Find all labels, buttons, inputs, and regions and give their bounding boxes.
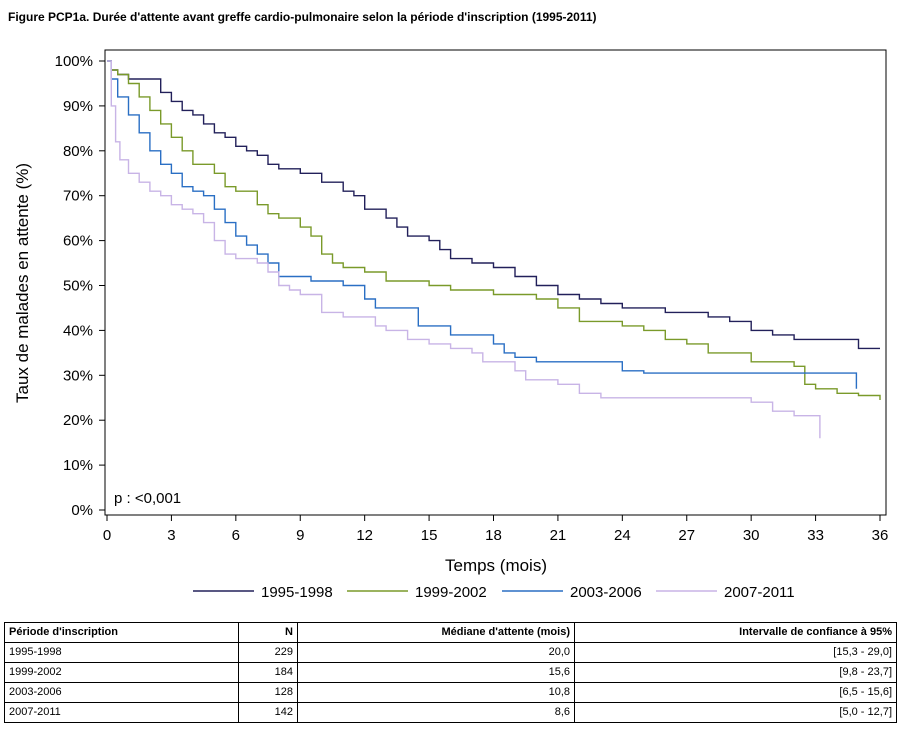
x-tick-label: 3 [167,527,175,544]
cell-periode: 2003-2006 [4,682,239,703]
cell-periode: 1995-1998 [4,642,239,663]
header-mediane: Médiane d'attente (mois) [297,622,575,643]
x-tick-label: 0 [103,527,111,544]
cell-n: 229 [238,642,298,663]
y-tick-label: 90% [63,98,93,115]
series-line-2007-2011 [107,60,821,439]
cell-mediane: 15,6 [297,662,575,683]
x-tick-label: 33 [807,527,824,544]
cell-n: 128 [238,682,298,703]
series-layer [107,60,881,439]
x-tick-label: 15 [421,527,438,544]
y-tick-label: 50% [63,278,93,295]
header-intervalle: Intervalle de confiance à 95% [574,622,897,643]
x-tick-label: 36 [872,527,889,544]
header-periode: Période d'inscription [4,622,239,643]
legend-label: 2003-2006 [570,584,642,601]
y-tick-label: 0% [71,502,93,519]
table-row: 2007-2011 142 8,6 [5,0 - 12,7] [4,702,897,723]
x-tick-label: 9 [296,527,304,544]
table-row: 1995-1998 229 20,0 [15,3 - 29,0] [4,642,897,663]
plot-frame [104,49,887,516]
y-tick-label: 20% [63,412,93,429]
cell-periode: 2007-2011 [4,702,239,723]
cell-n: 184 [238,662,298,683]
cell-intervalle: [15,3 - 29,0] [574,642,897,663]
x-tick-label: 6 [232,527,240,544]
figure-title: Figure PCP1a. Durée d'attente avant gref… [8,10,597,24]
x-axis: 0 3 6 9 12 15 18 21 24 27 30 33 36 [103,515,889,544]
y-tick-label: 80% [63,143,93,160]
x-tick-label: 30 [743,527,760,544]
x-tick-label: 12 [356,527,373,544]
cell-periode: 1999-2002 [4,662,239,683]
y-tick-label: 70% [63,188,93,205]
cell-mediane: 10,8 [297,682,575,703]
series-line-1999-2002 [107,60,881,400]
legend-label: 2007-2011 [724,584,795,601]
series-line-1995-1998 [107,60,880,350]
x-tick-label: 21 [550,527,567,544]
table-row: 2003-2006 128 10,8 [6,5 - 15,6] [4,682,897,703]
y-axis-label: Taux de malades en attente (%) [13,163,32,403]
cell-mediane: 20,0 [297,642,575,663]
summary-table: Période d'inscription N Médiane d'attent… [4,622,897,723]
y-axis: 0% 10% 20% 30% 40% 50% 60% 70% 80% 90% 100% [55,53,105,519]
y-tick-label: 100% [55,53,93,70]
y-tick-label: 40% [63,322,93,339]
x-tick-label: 18 [485,527,502,544]
cell-intervalle: [6,5 - 15,6] [574,682,897,703]
table-row: 1999-2002 184 15,6 [9,8 - 23,7] [4,662,897,683]
cell-intervalle: [9,8 - 23,7] [574,662,897,683]
cell-n: 142 [238,702,298,723]
survival-chart: 0%10%20%30%40%50%60%70%80%90%100% 0 3 6 9 12… [13,49,889,601]
series-line-2003-2006 [107,60,858,389]
cell-mediane: 8,6 [297,702,575,723]
y-tick-label: 30% [63,367,93,384]
legend: 1995-1998 1999-2002 2003-2006 2007-2011 [193,584,795,601]
legend-label: 1995-1998 [261,584,333,601]
x-tick-label: 24 [614,527,631,544]
x-tick-label: 27 [678,527,695,544]
header-n: N [238,622,298,643]
x-axis-label: Temps (mois) [445,556,547,575]
p-value-annotation: p : <0,001 [114,490,181,507]
table-header-row: Période d'inscription N Médiane d'attent… [4,622,897,643]
cell-intervalle: [5,0 - 12,7] [574,702,897,723]
legend-label: 1999-2002 [415,584,487,601]
y-tick-label: 10% [63,457,93,474]
y-tick-label: 60% [63,233,93,250]
